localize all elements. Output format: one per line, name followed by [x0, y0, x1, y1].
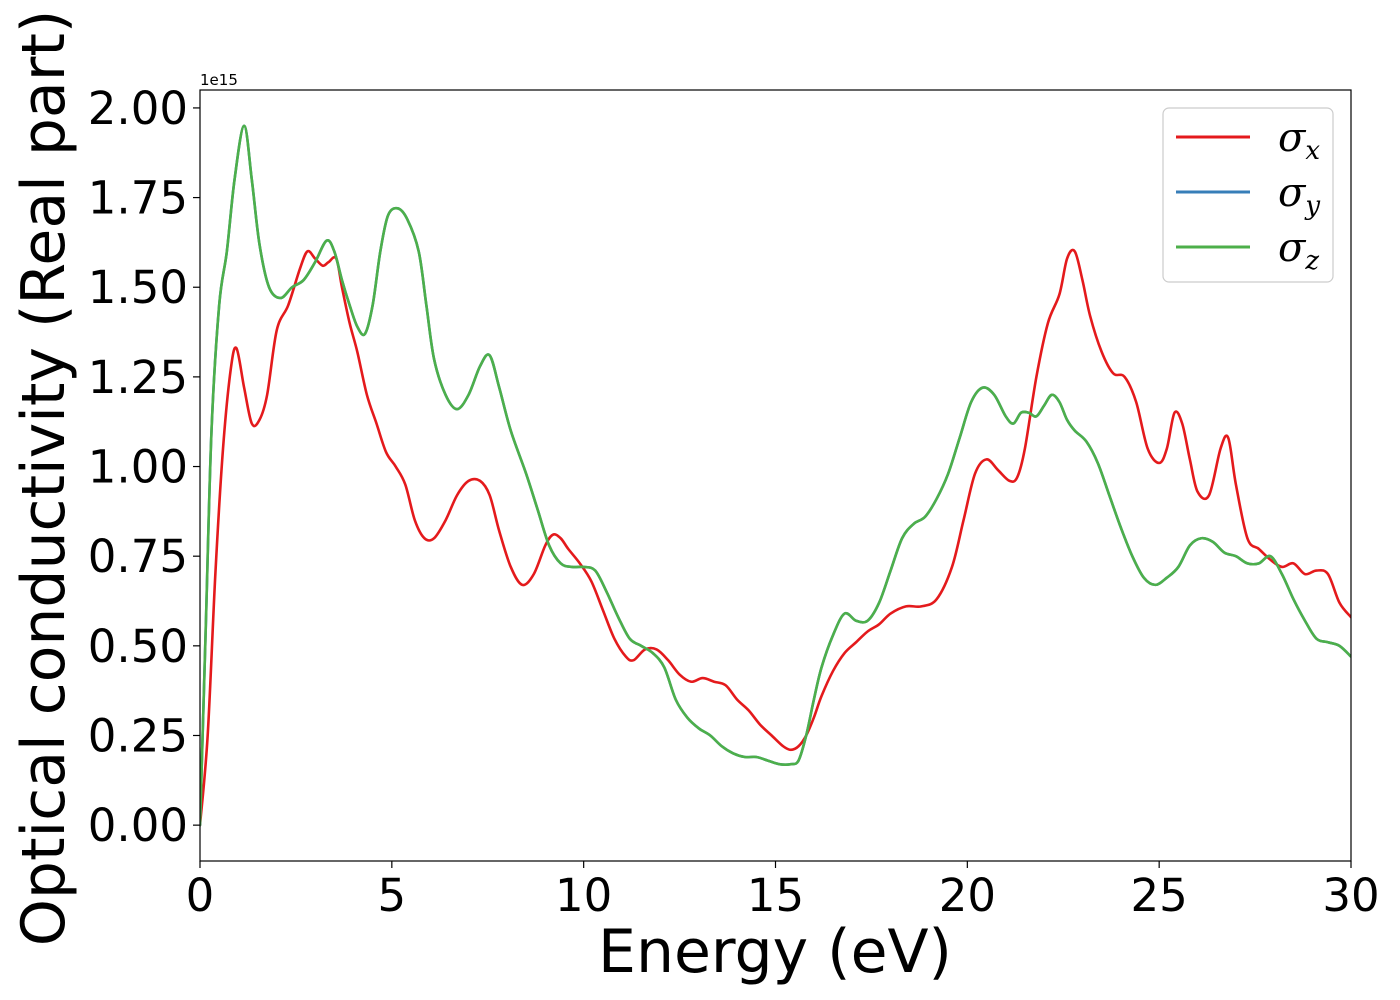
x-axis-label: Energy (eV)	[598, 917, 952, 987]
legend-box	[1162, 107, 1334, 283]
x-tick-label: 5	[378, 869, 407, 922]
x-tick-label: 0	[186, 869, 215, 922]
series-line-z	[200, 124, 1351, 827]
x-tick-label: 30	[1322, 869, 1379, 922]
legend-label-x: σx	[1278, 115, 1320, 166]
y-tick-label: 0.50	[88, 620, 188, 673]
y-tick-label: 1.25	[88, 351, 188, 404]
y-tick-label: 0.00	[88, 799, 188, 852]
legend-label-z: σz	[1278, 225, 1319, 276]
series-line-x	[200, 248, 1351, 827]
y-tick-label: 1.00	[88, 441, 188, 494]
y-offset-label: 1e15	[200, 71, 238, 89]
series-layer	[200, 124, 1351, 827]
y-tick-label: 0.75	[88, 530, 188, 583]
x-tick-label: 20	[939, 869, 996, 922]
y-tick-label: 1.50	[88, 261, 188, 314]
x-tick-label: 25	[1131, 869, 1188, 922]
x-tick-label: 10	[555, 869, 612, 922]
y-tick-label: 0.25	[88, 709, 188, 762]
y-tick-label: 2.00	[88, 82, 188, 135]
y-tick-label: 1.75	[88, 172, 188, 225]
y-axis-label: Optical conductivity (Real part)	[9, 10, 79, 947]
legend-label-y: σy	[1278, 170, 1320, 221]
x-tick-label: 15	[747, 869, 804, 922]
x-axis: 0 5 10 15 20 25 30	[186, 861, 1380, 922]
y-axis: 0.00 0.25 0.50 0.75 1.00 1.25 1.50 1.75 2.00	[88, 82, 200, 852]
